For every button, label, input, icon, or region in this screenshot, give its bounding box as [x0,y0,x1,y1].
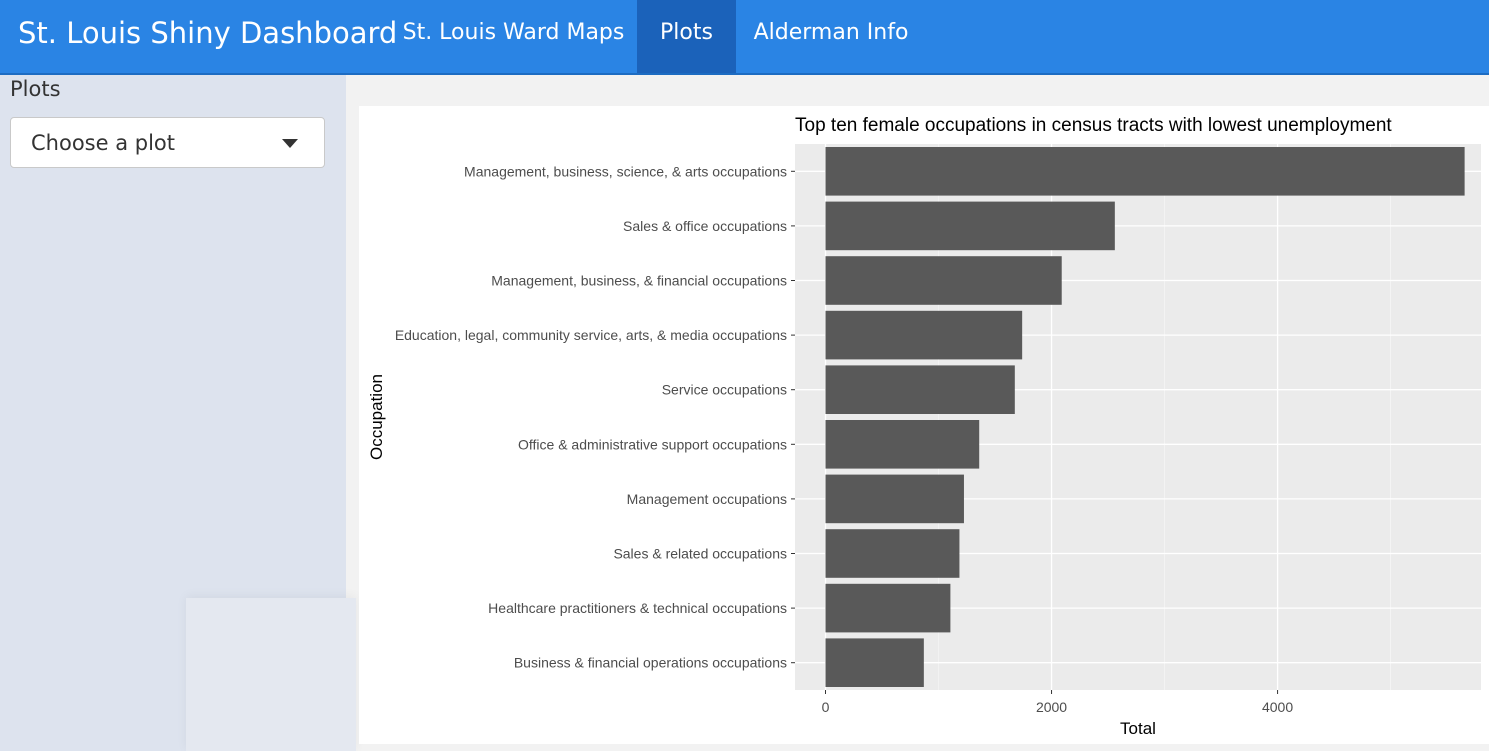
bar [825,256,1062,305]
bar [825,365,1015,414]
navbar: St. Louis Shiny Dashboard St. Louis Ward… [0,0,1489,75]
y-axis-title: Occupation [367,374,386,460]
y-tick-label: Sales & related occupations [613,546,787,562]
bar [825,583,951,633]
x-tick-label: 4000 [1262,699,1293,715]
bar [825,420,980,469]
y-tick-label: Service occupations [662,382,787,398]
overlay-panel [186,598,356,751]
y-tick-label: Healthcare practitioners & technical occ… [488,600,787,616]
bar [825,474,964,524]
bar [825,201,1115,251]
occupation-bar-chart: Management, business, science, & arts oc… [367,115,1481,738]
x-tick-label: 0 [822,699,830,715]
bar [825,638,924,687]
y-tick-label: Management, business, science, & arts oc… [464,163,787,179]
bar [825,310,1023,360]
y-tick-label: Sales & office occupations [623,218,787,234]
plot-output: Management, business, science, & arts oc… [359,106,1489,744]
y-tick-label: Office & administrative support occupati… [518,436,787,452]
sidebar: Plots Choose a plot [0,75,346,751]
bar [825,147,1465,196]
caret-down-icon[interactable] [282,139,298,148]
chart-title: Top ten female occupations in census tra… [795,115,1392,136]
plot-select[interactable]: Choose a plot [10,117,325,168]
plot-select-value[interactable]: Choose a plot [31,131,175,155]
plot-select-label: Plots [10,77,61,101]
app-brand[interactable]: St. Louis Shiny Dashboard [18,16,398,50]
tab-ward-maps[interactable]: St. Louis Ward Maps [402,20,625,45]
bar [825,529,960,578]
y-tick-label: Education, legal, community service, art… [395,327,787,343]
y-tick-label: Management, business, & financial occupa… [491,273,787,289]
y-tick-label: Management occupations [627,491,787,507]
tab-plots[interactable]: Plots [637,0,736,73]
tab-alderman-info[interactable]: Alderman Info [753,20,909,45]
y-tick-label: Business & financial operations occupati… [514,655,787,671]
x-tick-label: 2000 [1036,699,1067,715]
x-axis-title: Total [1120,719,1156,738]
